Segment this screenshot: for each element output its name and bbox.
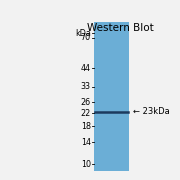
Text: 14: 14 <box>81 138 91 147</box>
Text: kDa: kDa <box>75 29 91 38</box>
Text: 18: 18 <box>81 122 91 130</box>
Text: 10: 10 <box>81 160 91 169</box>
Text: ← 23kDa: ← 23kDa <box>133 107 170 116</box>
Text: 26: 26 <box>81 98 91 107</box>
Text: Western Blot: Western Blot <box>87 23 154 33</box>
Bar <box>94 22 129 171</box>
Text: 44: 44 <box>81 64 91 73</box>
Text: 33: 33 <box>81 82 91 91</box>
Text: 22: 22 <box>80 109 91 118</box>
Text: 70: 70 <box>81 33 91 42</box>
